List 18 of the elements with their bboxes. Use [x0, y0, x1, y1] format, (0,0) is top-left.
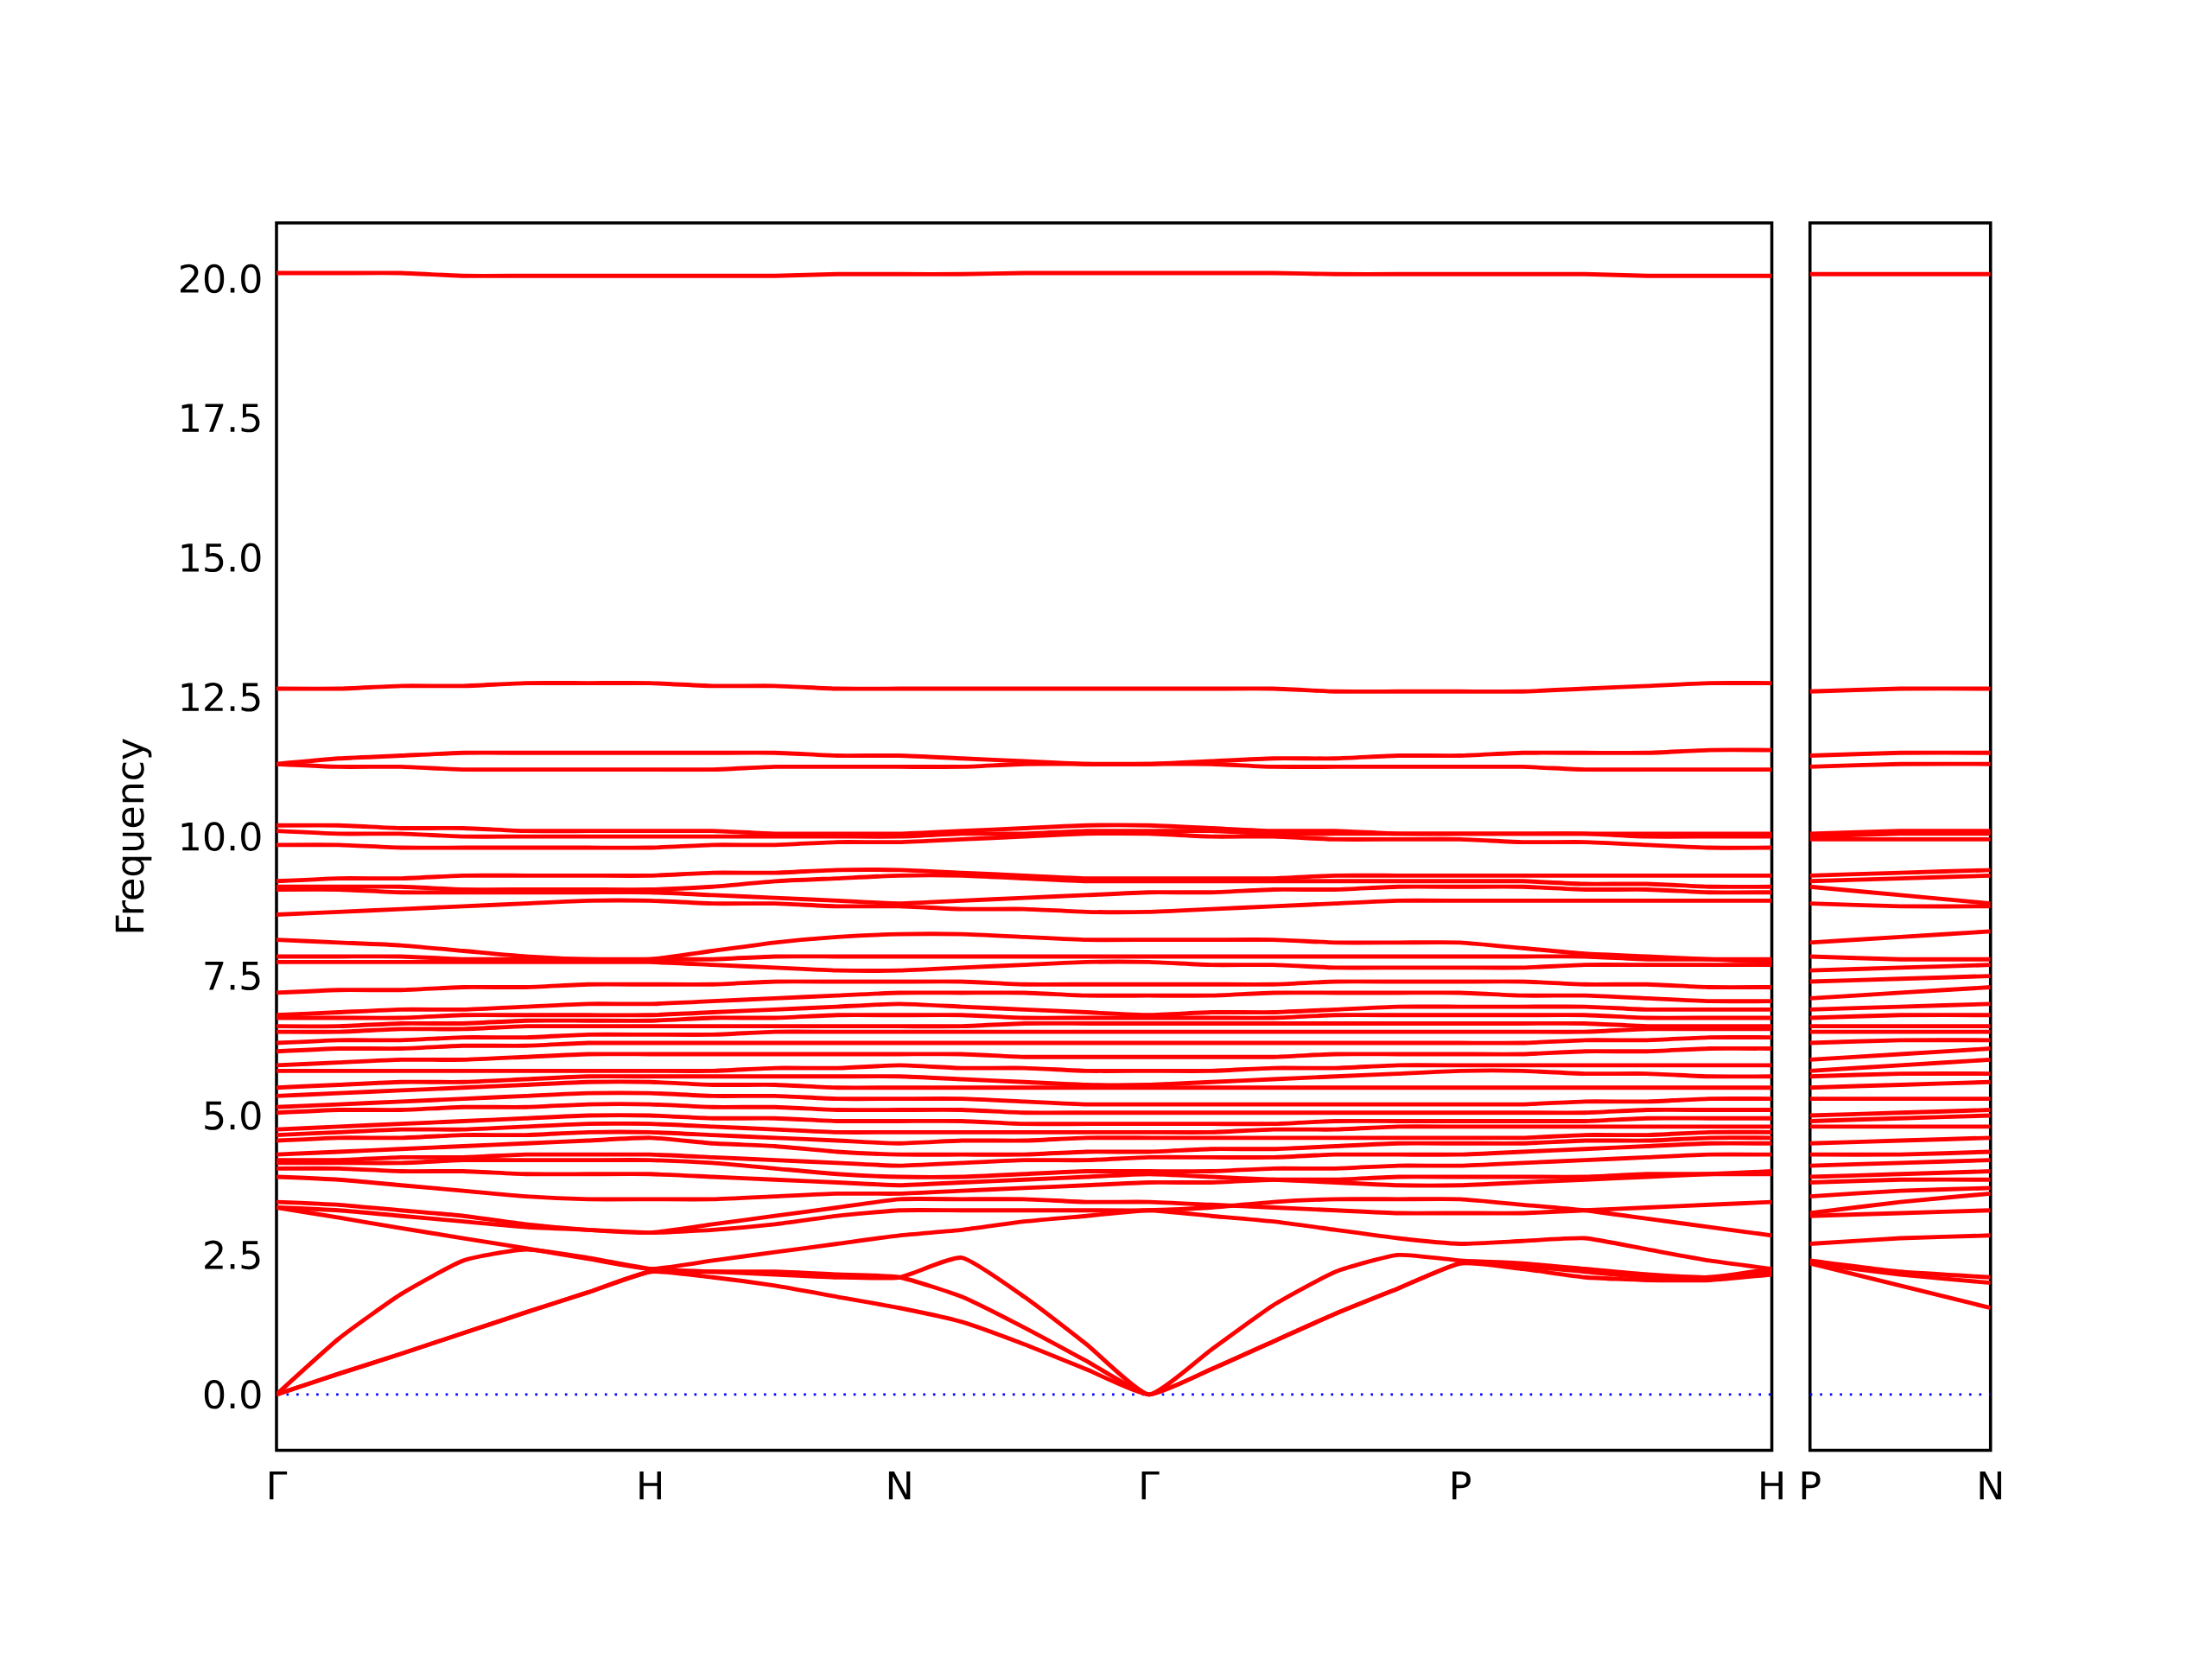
y-tick-label: 17.5 — [181, 404, 260, 433]
x-tick-label: H — [1761, 1471, 1783, 1500]
x-tick-label: H — [639, 1471, 661, 1500]
y-tick-label: 10.0 — [181, 822, 261, 851]
x-tick-label: P — [1452, 1471, 1471, 1500]
y-tick-label: 7.5 — [205, 962, 260, 991]
y-tick-label: 12.5 — [181, 682, 260, 712]
y-tick-label: 15.0 — [181, 543, 261, 573]
y-tick-label: 5.0 — [205, 1101, 261, 1130]
x-tick-label: N — [1980, 1471, 2001, 1500]
x-tick-label: N — [888, 1471, 911, 1500]
x-tick-label: P — [1802, 1471, 1821, 1500]
y-tick-label: 2.5 — [205, 1240, 260, 1270]
x-tick-label: Γ — [1141, 1471, 1160, 1500]
y-tick-label: 0.0 — [204, 1380, 261, 1409]
y-tick-label: 20.0 — [181, 264, 261, 294]
y-axis-title: Frequency — [115, 739, 152, 932]
x-tick-label: Γ — [270, 1471, 288, 1500]
